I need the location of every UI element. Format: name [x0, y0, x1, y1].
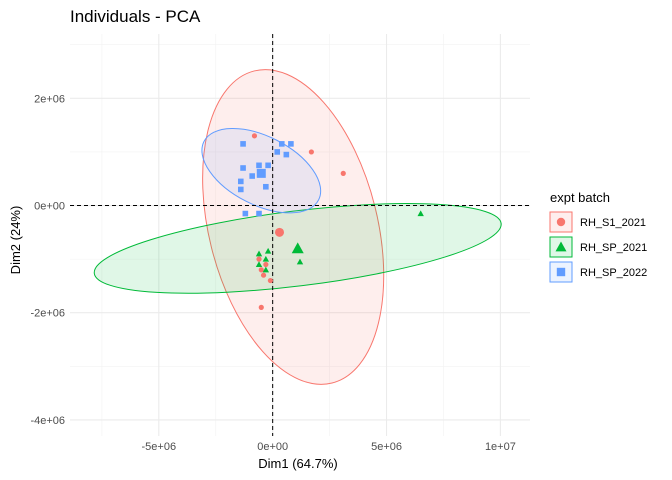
legend: expt batch RH_S1_2021 RH_SP_2021 RH_SP_202… — [549, 190, 647, 283]
x-tick-label: 1e+07 — [485, 441, 516, 453]
x-tick-label: 0e+00 — [257, 441, 288, 453]
point-rh-s1-2021 — [263, 261, 269, 268]
chart-title: Individuals - PCA — [70, 7, 201, 26]
point-rh-s1-2021 — [258, 304, 264, 310]
point-rh-sp-2022 — [288, 141, 294, 147]
point-rh-sp-2022 — [249, 173, 255, 179]
point-rh-sp-2022 — [242, 210, 249, 217]
point-rh-sp-2022 — [274, 149, 281, 155]
y-tick-label: 0e+00 — [34, 201, 65, 213]
point-rh-sp-2022 — [256, 210, 262, 217]
point-rh-sp-2021 — [255, 250, 263, 257]
point-rh-s1-2021 — [258, 267, 264, 273]
ellipse-rh-s1-2021 — [202, 69, 385, 385]
point-rh-sp-2022 — [237, 178, 244, 185]
point-rh-s1-2021 — [251, 133, 258, 139]
point-rh-sp-2022 — [263, 183, 269, 190]
point-rh-sp-2021 — [262, 255, 270, 262]
legend-marker-rh-sp-2022 — [556, 267, 566, 277]
x-axis-title: Dim1 (64.7%) — [258, 456, 337, 471]
data-points — [237, 133, 424, 310]
centroid-rh-sp-2022 — [256, 168, 266, 178]
x-tick-label: -5e+06 — [142, 441, 177, 453]
centroid-rh-s1-2021 — [275, 227, 285, 237]
point-rh-s1-2021 — [256, 256, 262, 262]
y-tick-label: 2e+06 — [34, 93, 65, 105]
point-rh-sp-2022 — [240, 141, 246, 147]
legend-marker-rh-s1-2021 — [556, 217, 566, 227]
point-rh-sp-2022 — [240, 165, 246, 171]
point-rh-sp-2022 — [237, 186, 244, 193]
x-tick-label: 5e+06 — [371, 441, 402, 453]
point-rh-sp-2021 — [296, 258, 304, 265]
point-rh-s1-2021 — [340, 170, 346, 176]
legend-label-rh-s1-2021: RH_S1_2021 — [580, 217, 646, 229]
legend-label-rh-sp-2021: RH_SP_2021 — [580, 242, 647, 254]
point-rh-sp-2022 — [278, 141, 285, 147]
point-rh-sp-2021 — [417, 210, 424, 217]
y-tick-label: -2e+06 — [30, 308, 65, 320]
point-rh-s1-2021 — [308, 149, 314, 155]
point-rh-sp-2022 — [256, 162, 262, 169]
reference-lines — [70, 34, 530, 436]
legend-marker-rh-sp-2021 — [555, 241, 567, 252]
point-rh-s1-2021 — [260, 272, 267, 278]
y-axis-title: Dim2 (24%) — [8, 206, 23, 275]
point-rh-sp-2021 — [262, 266, 270, 273]
legend-title: expt batch — [550, 190, 610, 205]
y-tick-label: -4e+06 — [30, 415, 65, 427]
legend-label-rh-sp-2022: RH_SP_2022 — [580, 267, 647, 279]
point-rh-sp-2022 — [283, 151, 290, 158]
point-rh-sp-2022 — [265, 162, 271, 169]
point-rh-sp-2021 — [255, 261, 263, 268]
point-rh-sp-2021 — [264, 247, 272, 254]
centroid-rh-sp-2021 — [291, 242, 304, 254]
point-rh-s1-2021 — [267, 277, 273, 284]
axis-ticks: -5e+06 0e+00 5e+06 1e+07 2e+06 0e+00 -2e+06 -4e… — [30, 93, 515, 453]
